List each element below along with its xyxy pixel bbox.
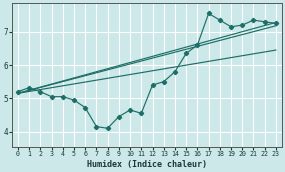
X-axis label: Humidex (Indice chaleur): Humidex (Indice chaleur) (87, 159, 207, 169)
